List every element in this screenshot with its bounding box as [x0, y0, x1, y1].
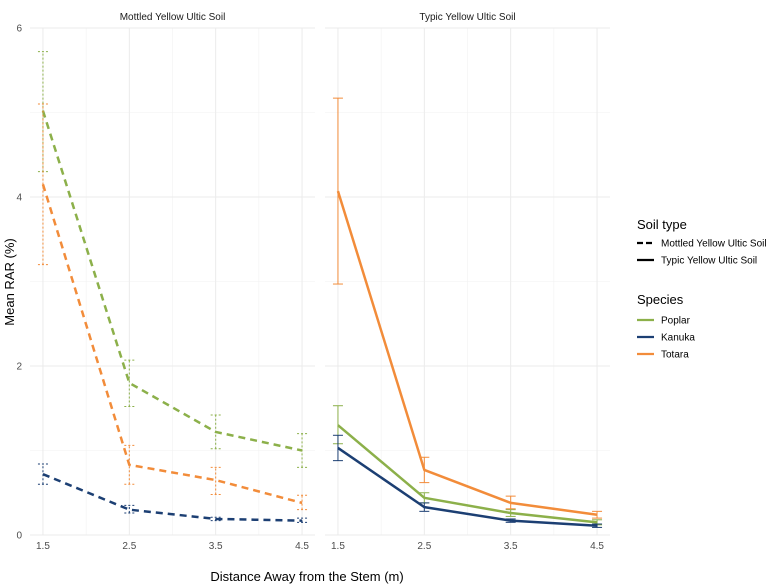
axis-ticks: 1.5 2.5 3.5 4.5 1.5 2.5 3.5 4.5 0 2 4 6 — [16, 24, 604, 553]
error-bar — [124, 504, 135, 514]
error-bar — [297, 494, 308, 511]
series-line — [337, 446, 598, 527]
x-axis-title: Distance Away from the Stem (m) — [210, 569, 403, 584]
y-axis-title: Mean RAR (%) — [2, 238, 17, 325]
series-line — [41, 183, 303, 505]
y-tick-label: 4 — [16, 193, 22, 204]
series-line — [336, 190, 598, 516]
series-totara — [37, 103, 308, 511]
legend: Soil type Mottled Yellow Ultic Soil Typic … — [637, 217, 767, 361]
series-poplar — [37, 51, 308, 468]
legend-label-soil: Typic Yellow Ultic Soil — [661, 256, 757, 267]
panel-title: Typic Yellow Ultic Soil — [419, 12, 515, 23]
legend-title-species: Species — [637, 292, 684, 307]
x-tick-label: 2.5 — [417, 541, 431, 552]
x-tick-label: 3.5 — [504, 541, 518, 552]
legend-label-species: Totara — [661, 350, 689, 361]
error-bar — [124, 359, 135, 408]
y-tick-label: 2 — [16, 362, 22, 373]
legend-label-soil: Mottled Yellow Ultic Soil — [661, 239, 767, 250]
panel-strips: Mottled Yellow Ultic Soil Typic Yellow Ul… — [120, 12, 516, 23]
x-tick-label: 3.5 — [209, 541, 223, 552]
y-tick-label: 6 — [16, 24, 22, 35]
x-tick-label: 2.5 — [122, 541, 136, 552]
error-bar — [124, 444, 135, 485]
series-totara — [332, 97, 603, 519]
series-line — [42, 473, 303, 522]
legend-title-soil: Soil type — [637, 217, 687, 232]
y-tick-label: 0 — [16, 531, 22, 542]
legend-label-species: Poplar — [661, 316, 691, 327]
error-bar — [332, 97, 343, 285]
error-bar — [297, 517, 308, 523]
data-series — [37, 51, 603, 528]
x-tick-label: 4.5 — [590, 541, 604, 552]
x-tick-label: 1.5 — [331, 541, 345, 552]
series-kanuka — [332, 434, 603, 528]
x-tick-label: 4.5 — [295, 541, 309, 552]
legend-label-species: Kanuka — [661, 333, 695, 344]
grid — [30, 27, 610, 536]
error-bar — [210, 466, 221, 495]
x-tick-label: 1.5 — [36, 541, 50, 552]
series-kanuka — [37, 463, 308, 523]
panel-title: Mottled Yellow Ultic Soil — [120, 12, 226, 23]
series-line — [337, 424, 598, 524]
error-bar — [37, 463, 48, 485]
